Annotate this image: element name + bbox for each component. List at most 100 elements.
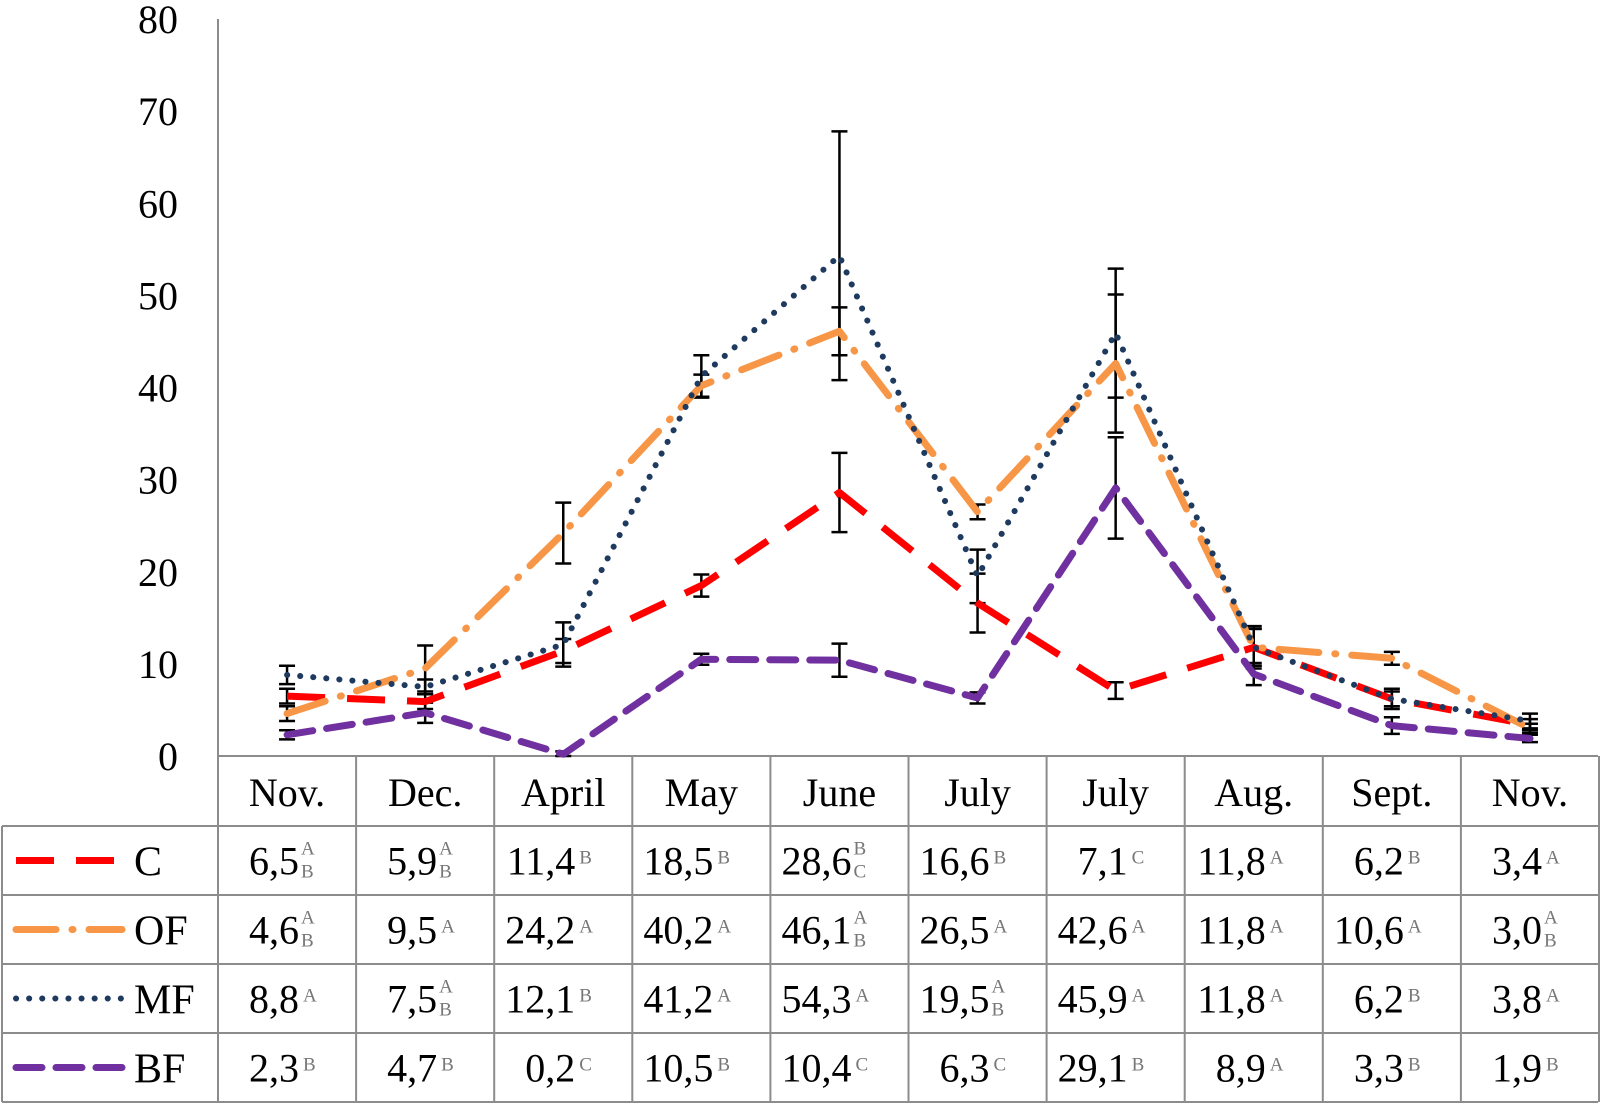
table-cell-value: 16,6 [920, 839, 990, 884]
error-bar-MF [831, 130, 848, 382]
table-cell-value: 29,1 [1058, 1046, 1128, 1091]
significance-letter: B [1546, 1055, 1559, 1076]
table-cell-value: 42,6 [1058, 908, 1128, 953]
series-name-C: C [134, 840, 162, 886]
table-cell-value: 6,2 [1354, 839, 1404, 884]
significance-letter: C [579, 1055, 592, 1076]
y-tick-label: 70 [138, 89, 178, 134]
significance-letter: B [1408, 848, 1421, 869]
significance-letter: A [303, 986, 317, 1007]
error-bar-C [1107, 681, 1124, 701]
table-cell-value: 10,6 [1334, 908, 1404, 953]
significance-letter: A [717, 917, 731, 938]
series-name-MF: MF [134, 978, 195, 1024]
table-cell-value: 7,1 [1078, 839, 1128, 884]
significance-letter: A [855, 986, 869, 1007]
significance-letter: A [1408, 917, 1422, 938]
table-cell-value: 41,2 [643, 977, 713, 1022]
error-bar-MF [1107, 267, 1124, 399]
table-cell-value: 10,5 [643, 1046, 713, 1091]
x-category-label: Dec. [388, 770, 462, 815]
significance-letter: B [441, 1055, 454, 1076]
table-cell-value: 6,5 [249, 839, 299, 884]
x-category-label: Nov. [249, 770, 325, 815]
y-tick-label: 30 [138, 458, 178, 503]
series-lines [283, 252, 1534, 758]
significance-letter: B [301, 862, 314, 883]
y-tick-label: 40 [138, 366, 178, 411]
table-cell-value: 12,1 [505, 977, 575, 1022]
significance-letter: A [1546, 848, 1560, 869]
significance-letter: A [579, 917, 593, 938]
series-line-BF [283, 484, 1534, 758]
significance-letter: B [853, 839, 866, 860]
significance-letter: A [994, 917, 1008, 938]
significance-letter: B [992, 1000, 1005, 1021]
table-cell-value: 2,3 [249, 1046, 299, 1091]
table-cell-value: 3,8 [1492, 977, 1542, 1022]
table-cell-value: 28,6 [781, 839, 851, 884]
series-line-OF [283, 327, 1534, 732]
table-cell-value: 3,3 [1354, 1046, 1404, 1091]
table-cell-value: 1,9 [1492, 1046, 1542, 1091]
y-tick-label: 60 [138, 181, 178, 226]
y-tick-label: 10 [138, 642, 178, 687]
x-category-label: July [944, 770, 1011, 815]
significance-letter: C [853, 862, 866, 883]
significance-letter: A [717, 986, 731, 1007]
significance-letter: A [1544, 908, 1558, 929]
table-cell-value: 24,2 [505, 908, 575, 953]
table-cell-value: 18,5 [643, 839, 713, 884]
table-cell-value: 8,9 [1216, 1046, 1266, 1091]
error-bar-MF [969, 548, 986, 605]
significance-letter: B [1544, 931, 1557, 952]
error-bar-BF [831, 642, 848, 679]
significance-letter: B [303, 1055, 316, 1076]
x-category-label: Nov. [1492, 770, 1568, 815]
series-name-OF: OF [134, 909, 188, 955]
significance-letter: A [1546, 986, 1560, 1007]
table-cell-value: 40,2 [643, 908, 713, 953]
significance-letter: B [717, 848, 730, 869]
significance-letter: A [301, 908, 315, 929]
significance-letter: B [994, 848, 1007, 869]
table-cell-value: 11,8 [1197, 908, 1266, 953]
series-name-BF: BF [134, 1047, 185, 1093]
table-cell-value: 11,4 [507, 839, 576, 884]
series-line-MF [284, 252, 1533, 724]
x-category-label: Aug. [1214, 770, 1293, 815]
table-cell-value: 9,5 [387, 908, 437, 953]
significance-letter: A [992, 977, 1006, 998]
significance-letter: B [717, 1055, 730, 1076]
significance-letter: A [1270, 917, 1284, 938]
table-cell-value: 26,5 [920, 908, 990, 953]
table-cell-value: 11,8 [1197, 977, 1266, 1022]
y-tick-label: 20 [138, 550, 178, 595]
significance-letter: B [439, 1000, 452, 1021]
y-tick-label: 0 [158, 734, 178, 779]
table-cell-value: 3,0 [1492, 908, 1542, 953]
table-cell-value: 8,8 [249, 977, 299, 1022]
significance-letter: A [1270, 986, 1284, 1007]
table-cell-value: 7,5 [387, 977, 437, 1022]
table-cell-value: 45,9 [1058, 977, 1128, 1022]
table-cell-value: 6,3 [940, 1046, 990, 1091]
y-tick-label: 50 [138, 273, 178, 318]
table-cell-value: 4,7 [387, 1046, 437, 1091]
significance-letter: A [1132, 917, 1146, 938]
significance-letter: A [439, 977, 453, 998]
error-bars [279, 130, 1538, 758]
table-cell-value: 46,1 [781, 908, 851, 953]
table-cell-value: 6,2 [1354, 977, 1404, 1022]
table-cell-value: 4,6 [249, 908, 299, 953]
table-cell-value: 19,5 [920, 977, 990, 1022]
error-bar-MF [1521, 712, 1538, 730]
x-category-label: Sept. [1351, 770, 1432, 815]
x-category-label: May [665, 770, 738, 815]
table-cell-value: 11,8 [1197, 839, 1266, 884]
significance-letter: C [1132, 848, 1145, 869]
table-cell-value: 3,4 [1492, 839, 1542, 884]
y-tick-label: 80 [138, 0, 178, 42]
significance-letter: B [1408, 1055, 1421, 1076]
